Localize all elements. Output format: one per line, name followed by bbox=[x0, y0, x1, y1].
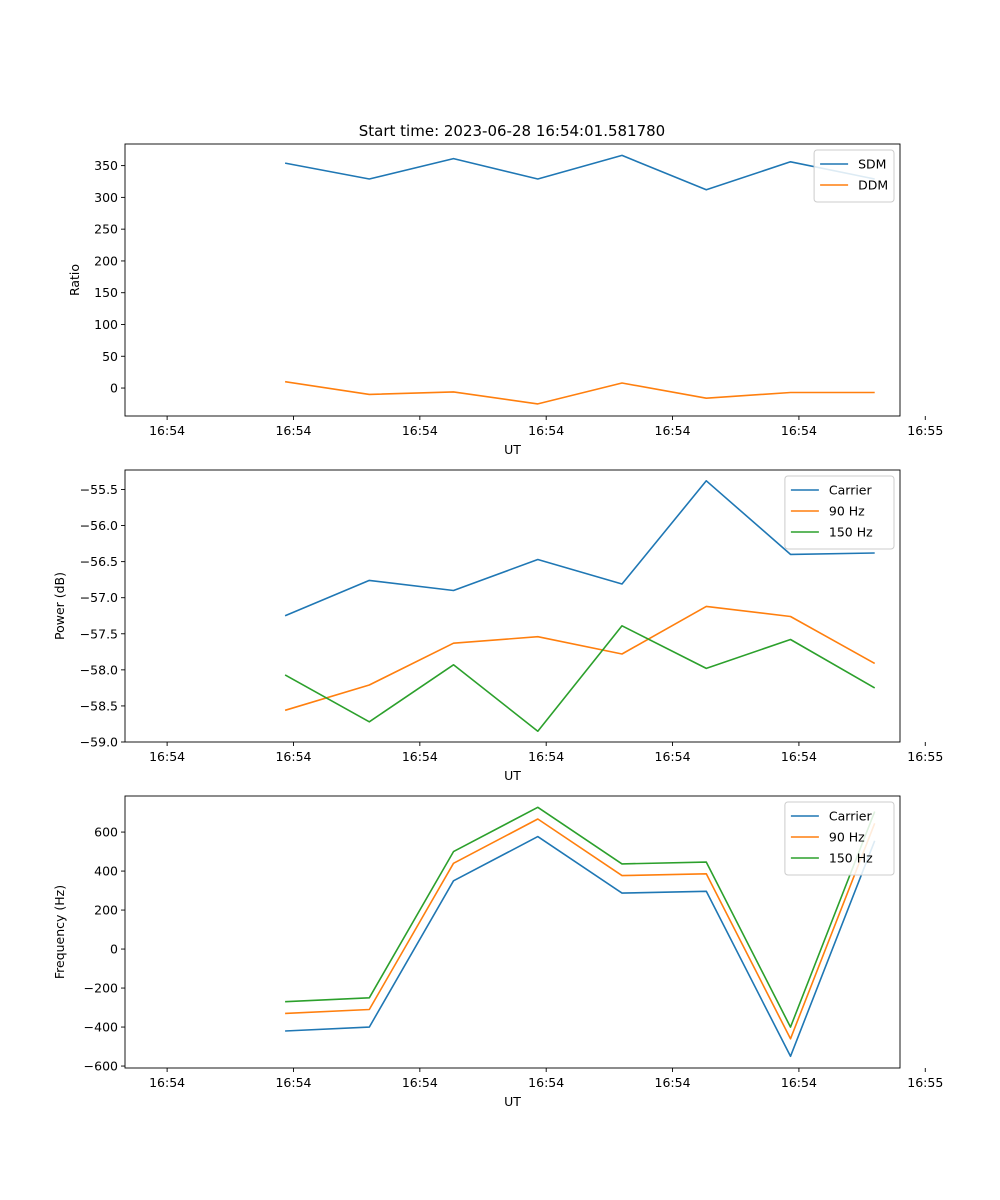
x-tick-label: 16:55 bbox=[907, 749, 943, 764]
y-tick-label: 250 bbox=[94, 222, 118, 237]
y-tick-label: 100 bbox=[94, 317, 118, 332]
legend-label: DDM bbox=[858, 178, 888, 193]
series-line-150-hz bbox=[284, 624, 876, 733]
x-tick-label: 16:54 bbox=[402, 1075, 438, 1090]
y-tick-label: −56.5 bbox=[80, 554, 118, 569]
legend-label: 150 Hz bbox=[829, 851, 873, 866]
x-tick-label: 16:54 bbox=[402, 423, 438, 438]
chart-panel-2: 16:54 16:54 16:54 16:54 16:54 16:54 16:55 −59.0… bbox=[52, 469, 943, 783]
chart-panel-3: 16:54 16:54 16:54 16:54 16:54 16:54 16:55 −600 −… bbox=[52, 795, 943, 1109]
legend-label: 90 Hz bbox=[829, 830, 865, 845]
y-tick-label: 200 bbox=[94, 253, 118, 268]
x-axis-label: UT bbox=[504, 1094, 521, 1109]
x-tick-label: 16:54 bbox=[781, 749, 817, 764]
x-tick-label: 16:54 bbox=[275, 423, 311, 438]
x-tick-label: 16:54 bbox=[655, 749, 691, 764]
x-tick-label: 16:54 bbox=[149, 1075, 185, 1090]
x-tick-label: 16:55 bbox=[907, 423, 943, 438]
x-tick-label: 16:54 bbox=[655, 1075, 691, 1090]
legend: SDM DDM bbox=[813, 149, 895, 203]
x-axis-label: UT bbox=[504, 442, 521, 457]
y-tick-label: 200 bbox=[94, 903, 118, 918]
legend-label: 90 Hz bbox=[829, 504, 865, 519]
x-tick-label: 16:54 bbox=[528, 423, 564, 438]
x-tick-label: 16:54 bbox=[781, 1075, 817, 1090]
series-line-90-hz bbox=[285, 818, 876, 1040]
series-line-sdm bbox=[284, 154, 875, 191]
x-tick-label: 16:54 bbox=[402, 749, 438, 764]
series-line-carrier bbox=[285, 835, 876, 1058]
legend-label: SDM bbox=[858, 157, 886, 172]
x-tick-label: 16:54 bbox=[149, 749, 185, 764]
series-line-ddm bbox=[284, 380, 875, 405]
x-tick-label: 16:54 bbox=[149, 423, 185, 438]
x-tick-label: 16:54 bbox=[528, 1075, 564, 1090]
y-axis-label: Power (dB) bbox=[52, 572, 67, 640]
y-tick-label: 0 bbox=[110, 381, 118, 396]
y-tick-label: −400 bbox=[84, 1020, 118, 1035]
y-tick-label: −55.5 bbox=[80, 482, 118, 497]
x-tick-label: 16:54 bbox=[528, 749, 564, 764]
series-line-carrier bbox=[284, 479, 875, 617]
chart-panel-1: 16:54 16:54 16:54 16:54 16:54 16:54 16:55 0 50 10… bbox=[67, 143, 943, 457]
axes-frame bbox=[124, 143, 901, 417]
figure-title: Start time: 2023-06-28 16:54:01.581780 bbox=[359, 122, 665, 140]
y-tick-label: −57.5 bbox=[80, 626, 118, 641]
x-tick-label: 16:54 bbox=[275, 749, 311, 764]
y-tick-label: −58.0 bbox=[80, 662, 118, 677]
y-tick-label: 150 bbox=[94, 285, 118, 300]
legend-label: Carrier bbox=[829, 809, 873, 824]
x-tick-label: 16:55 bbox=[907, 1075, 943, 1090]
y-tick-label: −59.0 bbox=[80, 735, 118, 750]
axes-frame bbox=[124, 469, 901, 743]
axes-frame bbox=[124, 795, 901, 1069]
y-tick-label: 350 bbox=[94, 158, 118, 173]
legend-box bbox=[813, 149, 895, 203]
y-tick-label: 0 bbox=[110, 942, 118, 957]
legend-box bbox=[784, 475, 895, 550]
series-line-150-hz bbox=[285, 806, 876, 1028]
y-tick-label: 300 bbox=[94, 190, 118, 205]
legend: Carrier 90 Hz 150 Hz bbox=[784, 475, 895, 550]
legend-box bbox=[784, 801, 895, 876]
x-axis-label: UT bbox=[504, 768, 521, 783]
legend: Carrier 90 Hz 150 Hz bbox=[784, 801, 895, 876]
x-tick-label: 16:54 bbox=[655, 423, 691, 438]
legend-label: Carrier bbox=[829, 483, 873, 498]
y-axis-label: Ratio bbox=[67, 264, 82, 296]
y-tick-label: 50 bbox=[102, 349, 118, 364]
y-tick-label: −57.0 bbox=[80, 590, 118, 605]
y-tick-label: −56.0 bbox=[80, 518, 118, 533]
series-line-90-hz bbox=[284, 605, 876, 712]
y-tick-label: −58.5 bbox=[80, 698, 118, 713]
y-tick-label: 400 bbox=[94, 864, 118, 879]
y-tick-label: 600 bbox=[94, 825, 118, 840]
y-axis-label: Frequency (Hz) bbox=[52, 885, 67, 979]
x-tick-label: 16:54 bbox=[275, 1075, 311, 1090]
y-tick-label: −600 bbox=[84, 1059, 118, 1074]
legend-label: 150 Hz bbox=[829, 525, 873, 540]
x-tick-label: 16:54 bbox=[781, 423, 817, 438]
y-tick-label: −200 bbox=[84, 981, 118, 996]
